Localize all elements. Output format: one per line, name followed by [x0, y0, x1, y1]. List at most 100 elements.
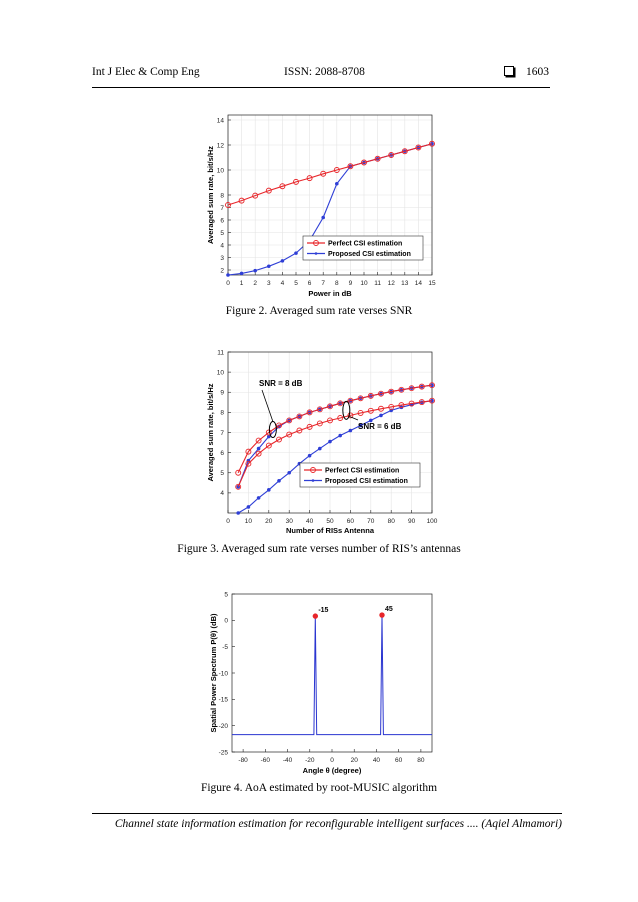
data-point-circle	[408, 385, 415, 392]
x-tick-label: 11	[374, 280, 381, 287]
y-tick-label: 0	[224, 618, 228, 625]
y-axis-label: Averaged sum rate, bit/s/Hz	[206, 146, 215, 244]
x-tick-label: 60	[395, 757, 403, 764]
y-tick-label: -25	[219, 749, 229, 756]
data-point-dot	[253, 268, 257, 273]
y-tick-label: 5	[220, 230, 224, 237]
data-point-circle	[316, 406, 323, 413]
data-point-dot	[236, 511, 240, 515]
x-tick-label: 30	[286, 518, 294, 525]
annotation-arrow	[261, 389, 274, 422]
y-tick-label: 7	[220, 205, 224, 212]
x-tick-label: 10	[360, 280, 368, 287]
data-point-dot	[246, 505, 251, 509]
x-tick-label: 40	[373, 757, 381, 764]
data-point-circle	[327, 403, 333, 410]
x-tick-label: -20	[305, 757, 315, 764]
data-point-circle	[276, 422, 282, 429]
x-tick-label: 12	[388, 280, 396, 287]
y-tick-label: 14	[217, 117, 225, 124]
data-point-circle	[306, 175, 313, 182]
legend-label: Perfect CSI estimation	[328, 241, 402, 248]
data-point-circle	[367, 407, 374, 414]
page-header: Int J Elec & Comp Eng ISSN: 2088-8708 16…	[92, 66, 550, 86]
y-tick-label: -10	[219, 670, 229, 677]
data-point-dot	[321, 215, 326, 220]
y-tick-label: -15	[219, 697, 229, 704]
y-tick-label: 10	[217, 369, 225, 376]
peak-marker	[312, 613, 319, 619]
x-tick-label: 60	[347, 518, 355, 525]
peak-label: -15	[318, 607, 328, 614]
data-point-dot	[280, 259, 285, 263]
y-tick-label: 8	[220, 192, 224, 199]
data-point-circle	[265, 429, 272, 436]
data-point-circle	[429, 382, 435, 389]
peak-marker	[379, 612, 385, 618]
header-rule	[92, 87, 550, 88]
x-tick-label: 14	[415, 280, 423, 287]
data-point-circle	[293, 178, 299, 185]
x-tick-label: 13	[401, 280, 409, 287]
data-point-dot	[256, 446, 261, 451]
x-tick-label: 20	[265, 518, 273, 525]
data-point-circle	[361, 159, 367, 166]
spectrum-line	[232, 615, 432, 736]
data-point-circle	[235, 483, 242, 490]
data-point-circle	[316, 420, 323, 427]
x-tick-label: -40	[283, 757, 293, 764]
data-point-circle	[235, 469, 242, 476]
y-tick-label: 11	[217, 349, 224, 356]
data-point-circle	[357, 395, 364, 402]
data-point-dot	[318, 446, 322, 451]
data-point-dot	[239, 271, 244, 276]
data-point-circle	[337, 400, 344, 407]
figure-4-caption: Figure 4. AoA estimated by root-MUSIC al…	[200, 782, 438, 794]
y-tick-label: -20	[219, 723, 229, 730]
annotation-ellipse	[342, 400, 351, 420]
x-axis-label: Angle θ (degree)	[303, 766, 362, 775]
data-point-circle	[401, 148, 408, 155]
data-point-circle	[388, 388, 395, 395]
data-point-circle	[306, 423, 313, 430]
annotation-snr-6: SNR = 6 dB	[358, 422, 402, 431]
data-point-circle	[429, 397, 435, 404]
annotation-snr-8: SNR = 8 dB	[259, 379, 303, 388]
data-point-circle	[333, 167, 340, 173]
data-point-circle	[296, 413, 303, 420]
data-point-circle	[286, 431, 293, 438]
data-point-circle	[388, 152, 395, 158]
x-tick-label: 5	[294, 280, 298, 287]
data-point-dot	[256, 496, 261, 500]
x-tick-label: 6	[308, 280, 312, 287]
x-tick-label: 40	[306, 518, 314, 525]
data-point-circle	[357, 410, 364, 416]
data-point-circle	[255, 437, 262, 444]
x-tick-label: 9	[349, 280, 353, 287]
y-tick-label: 3	[220, 255, 224, 262]
journal-name: Int J Elec & Comp Eng	[92, 66, 200, 78]
data-point-dot	[379, 413, 383, 418]
data-point-circle	[398, 402, 405, 409]
data-point-circle	[255, 450, 262, 457]
legend-marker-circle	[310, 467, 316, 473]
data-point-circle	[286, 417, 293, 424]
data-point-dot	[307, 453, 312, 458]
data-point-dot	[338, 433, 343, 438]
y-tick-label: -5	[222, 644, 228, 651]
data-point-circle	[238, 197, 245, 204]
data-point-dot	[348, 428, 353, 433]
data-point-circle	[265, 442, 272, 449]
data-point-dot	[294, 251, 298, 255]
y-tick-label: 4	[220, 242, 224, 249]
x-tick-label: 3	[267, 280, 271, 287]
data-point-circle	[306, 409, 313, 416]
x-tick-label: 50	[326, 518, 334, 525]
legend-marker-dot	[311, 479, 315, 482]
y-tick-label: 6	[220, 217, 224, 224]
figure-3-chart: 0 10 20 30 40 50 60 70 80 90 100 4 5 6 7 8 9 10 11 Number o…	[206, 349, 438, 535]
legend-label: Proposed CSI estimation	[325, 478, 408, 485]
footer-rule	[92, 813, 562, 814]
y-tick-label: 5	[220, 470, 224, 477]
data-point-circle	[378, 405, 384, 412]
